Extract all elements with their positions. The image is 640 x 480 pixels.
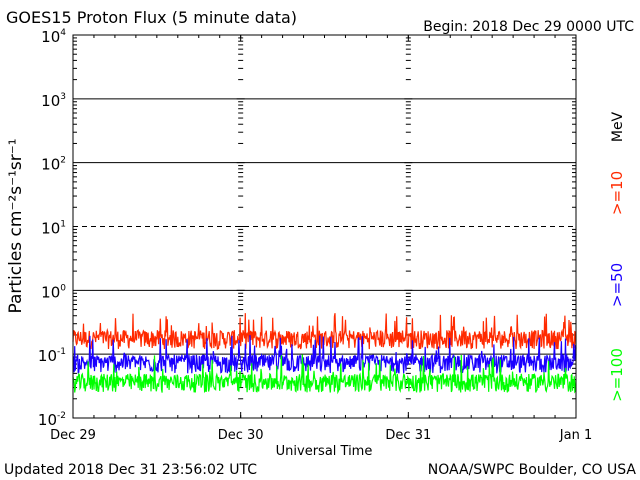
y-axis-label: Particles cm⁻²s⁻¹sr⁻¹ [6,138,26,313]
updated-timestamp: Updated 2018 Dec 31 23:56:02 UTC [4,462,257,478]
y-tick-label: 100 [41,283,66,301]
legend-unit-mev: MeV [610,111,626,142]
legend-ge100: >=100 [608,348,626,402]
x-tick-label: Dec 31 [385,428,431,443]
x-tick-label: Jan 1 [559,428,592,443]
y-tick-label: 103 [41,92,66,110]
plot-frame [72,34,577,419]
y-tick-label: 102 [41,156,66,174]
series-line-ge100 [72,354,577,395]
series-line-ge10 [72,313,577,351]
x-axis-label: Universal Time [276,444,373,459]
credit-text: NOAA/SWPC Boulder, CO USA [428,462,637,478]
y-tick-label: 101 [41,220,66,238]
y-tick-label: 10-1 [38,347,66,365]
y-tick-label: 10-2 [38,411,66,429]
legend-ge50: >=50 [608,263,626,307]
legend-ge10: >=10 [608,171,626,215]
x-tick-label: Dec 29 [50,428,96,443]
begin-date: Begin: 2018 Dec 29 0000 UTC [423,19,634,35]
x-tick-label: Dec 30 [218,428,264,443]
y-tick-label: 104 [41,28,66,46]
chart-title: GOES15 Proton Flux (5 minute data) [6,8,297,27]
